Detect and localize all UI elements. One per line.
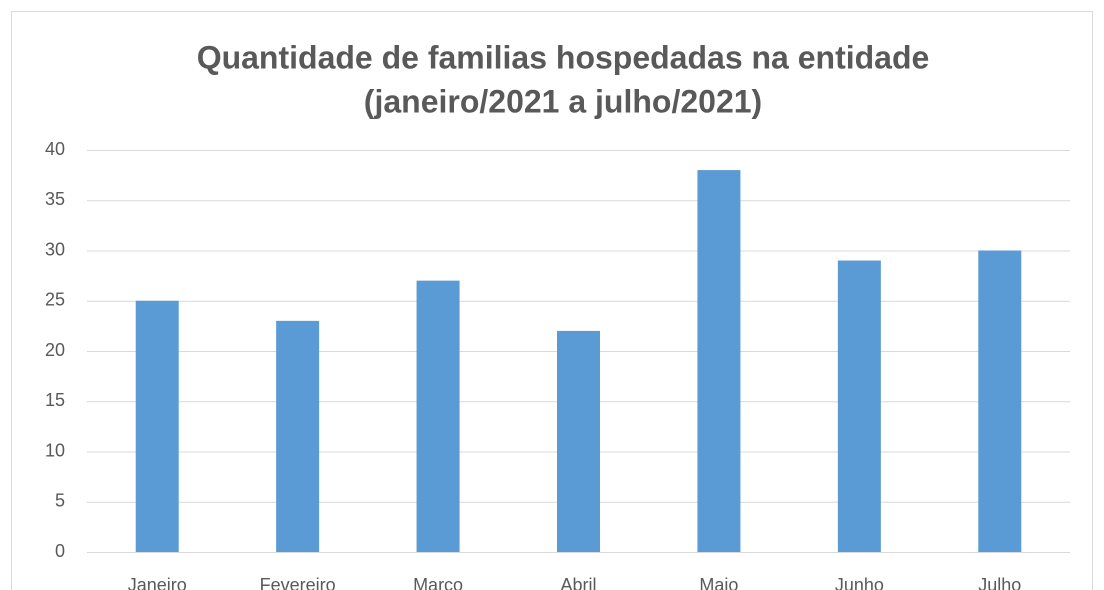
y-tick-label: 0: [55, 541, 65, 561]
y-tick-label: 35: [45, 189, 65, 209]
chart-title: (janeiro/2021 a julho/2021): [364, 83, 762, 119]
y-tick-label: 40: [45, 139, 65, 159]
x-tick-label: Maio: [699, 575, 738, 590]
y-tick-label: 10: [45, 440, 65, 460]
x-tick-label: Julho: [978, 575, 1021, 590]
bar: [416, 280, 460, 552]
x-tick-label: Março: [413, 575, 463, 590]
y-tick-label: 5: [55, 491, 65, 511]
y-tick-label: 30: [45, 239, 65, 259]
x-tick-label: Junho: [835, 575, 884, 590]
bar: [697, 170, 741, 552]
bar: [135, 300, 179, 552]
chart-title: Quantidade de familias hospedadas na ent…: [197, 39, 930, 75]
bar: [837, 260, 881, 552]
x-tick-label: Janeiro: [128, 575, 187, 590]
x-tick-label: Abril: [560, 575, 596, 590]
bar: [276, 320, 320, 552]
y-tick-label: 20: [45, 340, 65, 360]
y-tick-label: 15: [45, 390, 65, 410]
bar: [557, 330, 600, 552]
bar: [978, 250, 1022, 552]
y-tick-label: 25: [45, 290, 65, 310]
x-tick-label: Fevereiro: [260, 575, 336, 590]
